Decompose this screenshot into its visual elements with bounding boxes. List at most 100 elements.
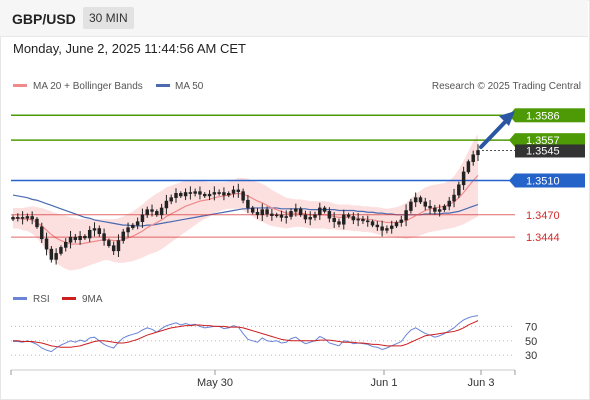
- level-tag-pointer: [509, 173, 515, 188]
- level-label: 1.3586: [526, 110, 560, 122]
- candle-body: [231, 189, 236, 194]
- time-tick-label: Jun 3: [468, 377, 495, 389]
- candle: [193, 188, 197, 197]
- candle-body: [457, 184, 461, 196]
- candle: [442, 204, 447, 212]
- candle-body: [452, 194, 456, 202]
- candle-body: [409, 201, 413, 211]
- candle: [135, 217, 140, 230]
- candle-body: [442, 205, 447, 210]
- candle: [457, 181, 461, 199]
- candle-body: [73, 236, 78, 240]
- candle: [409, 198, 413, 214]
- candle-body: [159, 207, 164, 216]
- candle-body: [471, 154, 475, 162]
- candle: [380, 220, 384, 237]
- candle-body: [399, 219, 404, 223]
- candle-body: [155, 211, 159, 216]
- candle-body: [30, 216, 34, 220]
- level-label: 1.3510: [526, 175, 560, 187]
- candle: [16, 213, 20, 222]
- rsi-legend-label: RSI: [33, 294, 50, 305]
- candle: [217, 189, 221, 196]
- candle: [140, 208, 145, 228]
- candle-body: [385, 228, 389, 231]
- candle-body: [418, 197, 423, 203]
- candle-body: [303, 214, 308, 220]
- ma20-legend-swatch: [13, 84, 27, 87]
- candle-body: [226, 193, 231, 196]
- candle: [342, 209, 346, 230]
- timeframe-badge[interactable]: 30 MIN: [83, 7, 134, 29]
- candle-body: [164, 200, 169, 209]
- rsi-ma-legend-swatch: [62, 297, 76, 300]
- candle: [212, 186, 217, 201]
- candle: [54, 248, 58, 265]
- candle: [375, 220, 380, 231]
- candle: [131, 223, 135, 230]
- rsi-tick-label: 50: [525, 336, 537, 348]
- candle: [351, 212, 356, 225]
- candle: [25, 213, 30, 222]
- candle: [284, 210, 288, 224]
- candle: [389, 220, 394, 234]
- candle-body: [289, 211, 293, 217]
- candle: [476, 144, 480, 161]
- candle-body: [255, 211, 260, 216]
- candle-body: [54, 253, 58, 260]
- rsi-tick-label: 70: [525, 321, 537, 333]
- candle: [83, 234, 87, 241]
- candle-body: [59, 247, 63, 254]
- candle: [73, 234, 78, 243]
- candle: [231, 185, 236, 198]
- candle: [289, 208, 293, 220]
- candle: [318, 202, 322, 220]
- candle-body: [126, 227, 130, 233]
- candle: [385, 225, 389, 234]
- candle-body: [461, 171, 466, 186]
- candle-body: [97, 228, 102, 234]
- candle-body: [274, 214, 279, 217]
- candle: [471, 150, 475, 166]
- candle-body: [370, 221, 375, 226]
- candle: [111, 241, 116, 255]
- level-tag-pointer: [509, 133, 515, 148]
- candle-body: [413, 197, 418, 203]
- candle-body: [222, 192, 226, 196]
- candle: [222, 187, 226, 201]
- level-current: 1.3545: [482, 144, 585, 158]
- candle-body: [16, 217, 20, 219]
- level-label: 1.3470: [526, 210, 560, 222]
- candle: [461, 166, 466, 190]
- candle-body: [332, 217, 336, 222]
- candle-body: [279, 214, 284, 218]
- candle: [327, 207, 332, 223]
- candle: [126, 222, 130, 238]
- candle-body: [298, 208, 303, 216]
- candle-body: [389, 225, 394, 229]
- candle: [226, 191, 231, 198]
- candle-body: [217, 192, 221, 194]
- candle: [246, 195, 250, 214]
- candle-body: [135, 221, 140, 226]
- candle-body: [356, 218, 360, 221]
- candle-body: [351, 216, 356, 221]
- candle-body: [140, 214, 145, 222]
- candle-body: [246, 199, 250, 209]
- candle-body: [313, 214, 317, 218]
- candle: [274, 212, 279, 218]
- candle: [198, 186, 202, 200]
- candle-body: [116, 240, 121, 252]
- level-label: 1.3557: [526, 135, 560, 147]
- candle-body: [20, 217, 25, 219]
- candle-body: [294, 208, 298, 212]
- candle-body: [102, 233, 106, 241]
- candle: [313, 211, 317, 221]
- candle: [179, 191, 183, 198]
- candle: [59, 245, 63, 256]
- candle: [303, 210, 308, 224]
- rsi-ma-legend-label: 9MA: [82, 294, 103, 305]
- candle: [260, 203, 265, 221]
- candle: [169, 194, 173, 205]
- time-tick-label: Jun 1: [371, 377, 398, 389]
